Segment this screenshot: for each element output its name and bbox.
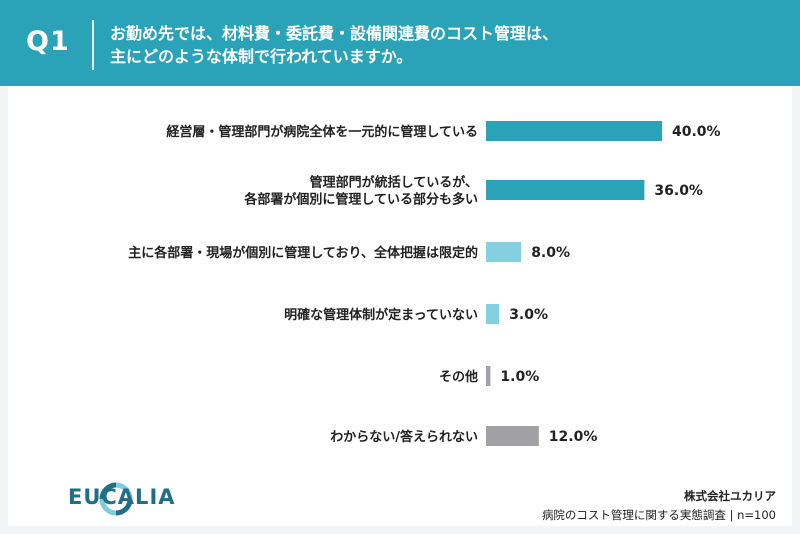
bar-chart: 40.0% 経営層・管理部門が病院全体を一元的に管理している 36.0% 管理部門が統… bbox=[128, 121, 721, 446]
logo-arc-4 bbox=[99, 482, 117, 500]
category-label-2: 管理部門が統括しているが、各部署が個別に管理している部分も多い bbox=[243, 175, 478, 208]
value-label-5: 1.0% bbox=[500, 369, 539, 385]
header-divider bbox=[92, 20, 94, 70]
bar-1 bbox=[486, 121, 662, 141]
bar-6 bbox=[486, 426, 539, 446]
header-banner: Q1 お勤め先では、材料費・委託費・設備関連費のコスト管理は、 主にどのような体… bbox=[0, 0, 800, 86]
logo-arc-2 bbox=[115, 498, 133, 516]
category-label-1: 経営層・管理部門が病院全体を一元的に管理している bbox=[166, 124, 478, 140]
bar-4 bbox=[486, 304, 500, 324]
value-label-6: 12.0% bbox=[549, 429, 598, 445]
bar-2 bbox=[486, 180, 645, 200]
logo-arc-3 bbox=[99, 498, 117, 516]
category-label-3: 主に各部署・現場が個別に管理しており、全体把握は限定的 bbox=[128, 245, 478, 261]
bar-3 bbox=[486, 242, 522, 262]
question-text: お勤め先では、材料費・委託費・設備関連費のコスト管理は、 主にどのような体制で行… bbox=[110, 22, 558, 68]
question-number: Q1 bbox=[26, 26, 70, 57]
category-label-5: その他 bbox=[439, 369, 478, 385]
survey-caption: 病院のコスト管理に関する実態調査 | n=100 bbox=[541, 508, 776, 522]
category-label-6: わからない/答えられない bbox=[330, 429, 478, 445]
question-line-2: 主にどのような体制で行われていますか。 bbox=[110, 47, 413, 66]
value-label-2: 36.0% bbox=[654, 183, 703, 199]
value-label-4: 3.0% bbox=[509, 307, 548, 323]
category-label-4: 明確な管理体制が定まっていない bbox=[284, 307, 478, 323]
chart-card: 40.0% 経営層・管理部門が病院全体を一元的に管理している 36.0% 管理部門が統… bbox=[8, 86, 792, 526]
logo-arc-1 bbox=[115, 482, 133, 500]
value-label-1: 40.0% bbox=[672, 124, 721, 140]
value-label-3: 8.0% bbox=[531, 245, 570, 261]
brand-name: EUCALIA bbox=[68, 485, 176, 509]
eucalia-logo-icon bbox=[99, 482, 133, 516]
bar-5 bbox=[486, 366, 491, 386]
company-name: 株式会社ユカリア bbox=[684, 489, 776, 503]
question-line-1: お勤め先では、材料費・委託費・設備関連費のコスト管理は、 bbox=[110, 24, 559, 43]
